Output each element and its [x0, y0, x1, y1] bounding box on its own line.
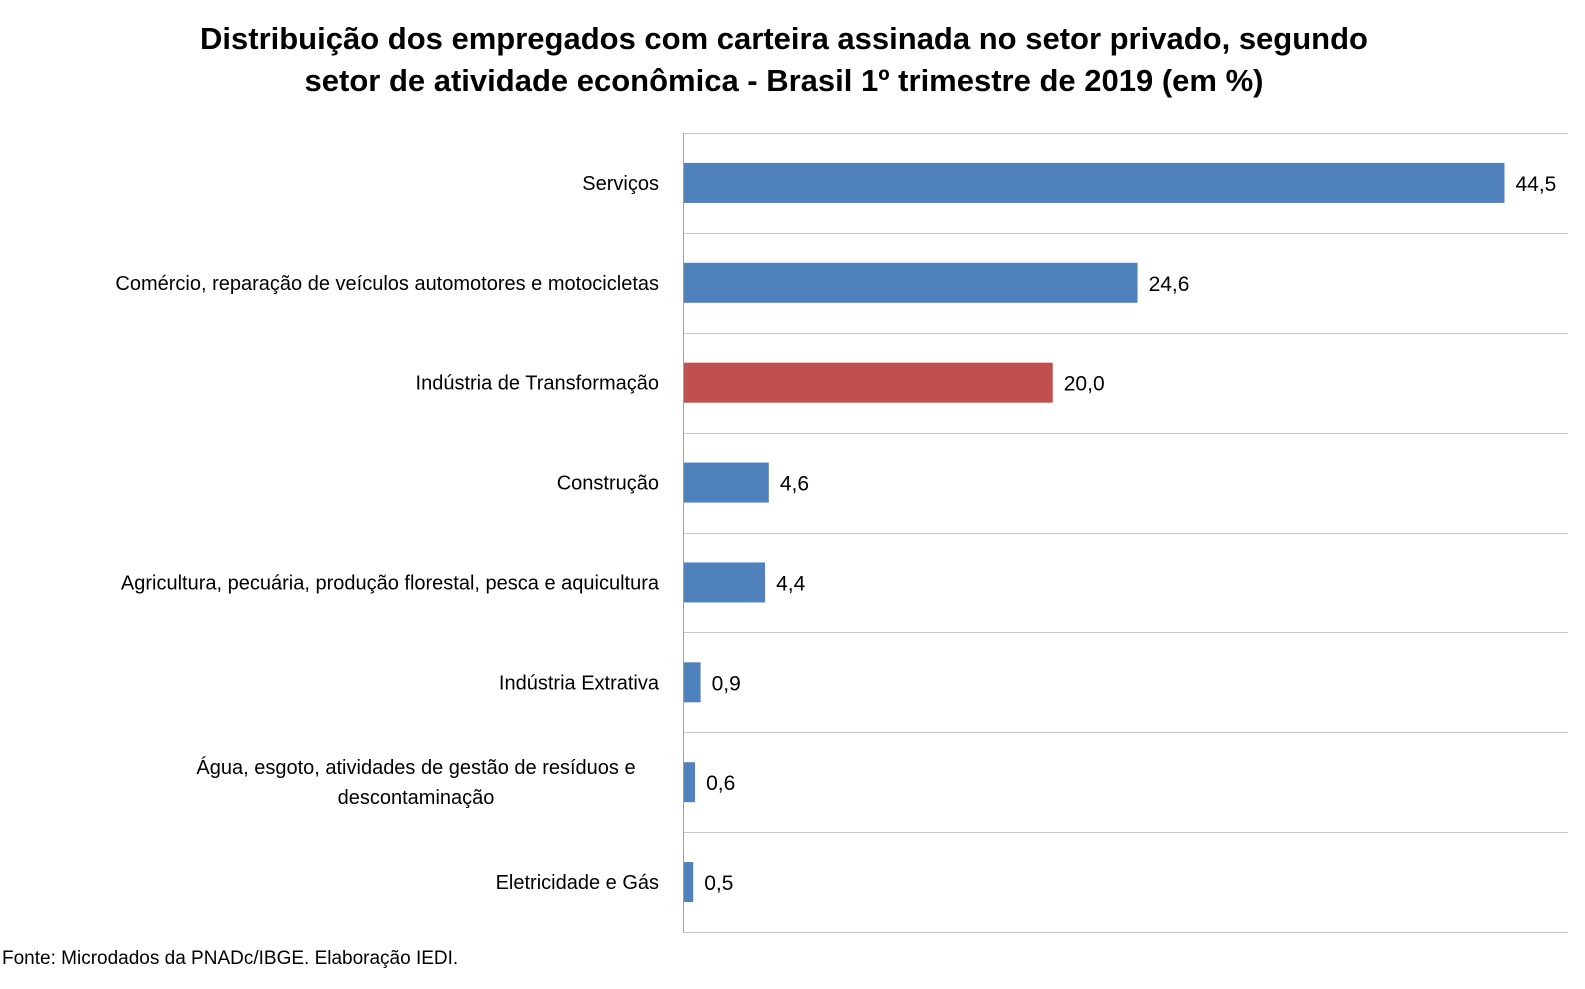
value-labels: 44,5 24,6 20,0 4,6 4,4 0,9 0,6 0,5: [704, 173, 1556, 895]
bar: [684, 662, 701, 703]
category-label: Construção: [557, 473, 659, 495]
data-label: 0,6: [706, 772, 735, 795]
category-label-line: Eletricidade e Gás: [496, 872, 659, 894]
category-labels: Serviços Comércio, reparação de veículos …: [115, 173, 659, 894]
bar: [684, 362, 1053, 403]
category-label: Serviços: [582, 173, 659, 195]
category-label: Comércio, reparação de veículos automoto…: [115, 273, 659, 295]
chart-title: Distribuição dos empregados com carteira…: [0, 18, 1568, 102]
source-note: Fonte: Microdados da PNADc/IBGE. Elabora…: [2, 948, 459, 969]
category-label-line: Agricultura, pecuária, produção floresta…: [121, 572, 660, 594]
data-label: 24,6: [1149, 273, 1190, 296]
data-label: 0,9: [712, 672, 741, 695]
category-label-line: Indústria de Transformação: [416, 373, 659, 395]
chart-title-line-1: Distribuição dos empregados com carteira…: [200, 21, 1368, 56]
category-label-line: Comércio, reparação de veículos automoto…: [115, 273, 659, 295]
category-label: Agricultura, pecuária, produção floresta…: [121, 572, 660, 594]
bar: [684, 162, 1505, 203]
bar: [684, 862, 694, 903]
data-label: 4,6: [780, 473, 809, 496]
category-label-line: Indústria Extrativa: [499, 672, 660, 694]
category-label: Indústria de Transformação: [416, 373, 659, 395]
category-label-line: Água, esgoto, atividades de gestão de re…: [196, 756, 635, 779]
chart-title-line-2: setor de atividade econômica - Brasil 1º…: [304, 63, 1264, 98]
bar: [684, 462, 769, 503]
category-label: Água, esgoto, atividades de gestão de re…: [196, 756, 635, 809]
data-label: 4,4: [776, 572, 806, 595]
category-label-line: descontaminação: [338, 787, 495, 809]
category-label-line: Construção: [557, 473, 659, 495]
bar: [684, 562, 766, 603]
data-label: 0,5: [704, 872, 733, 895]
bar: [684, 762, 696, 803]
data-label: 20,0: [1064, 373, 1105, 396]
category-label-line: Serviços: [582, 173, 659, 195]
data-label: 44,5: [1515, 173, 1556, 196]
gridlines: [683, 133, 1568, 933]
bar: [684, 262, 1138, 303]
category-label: Eletricidade e Gás: [496, 872, 659, 894]
category-label: Indústria Extrativa: [499, 672, 660, 694]
bars: [684, 162, 1505, 903]
